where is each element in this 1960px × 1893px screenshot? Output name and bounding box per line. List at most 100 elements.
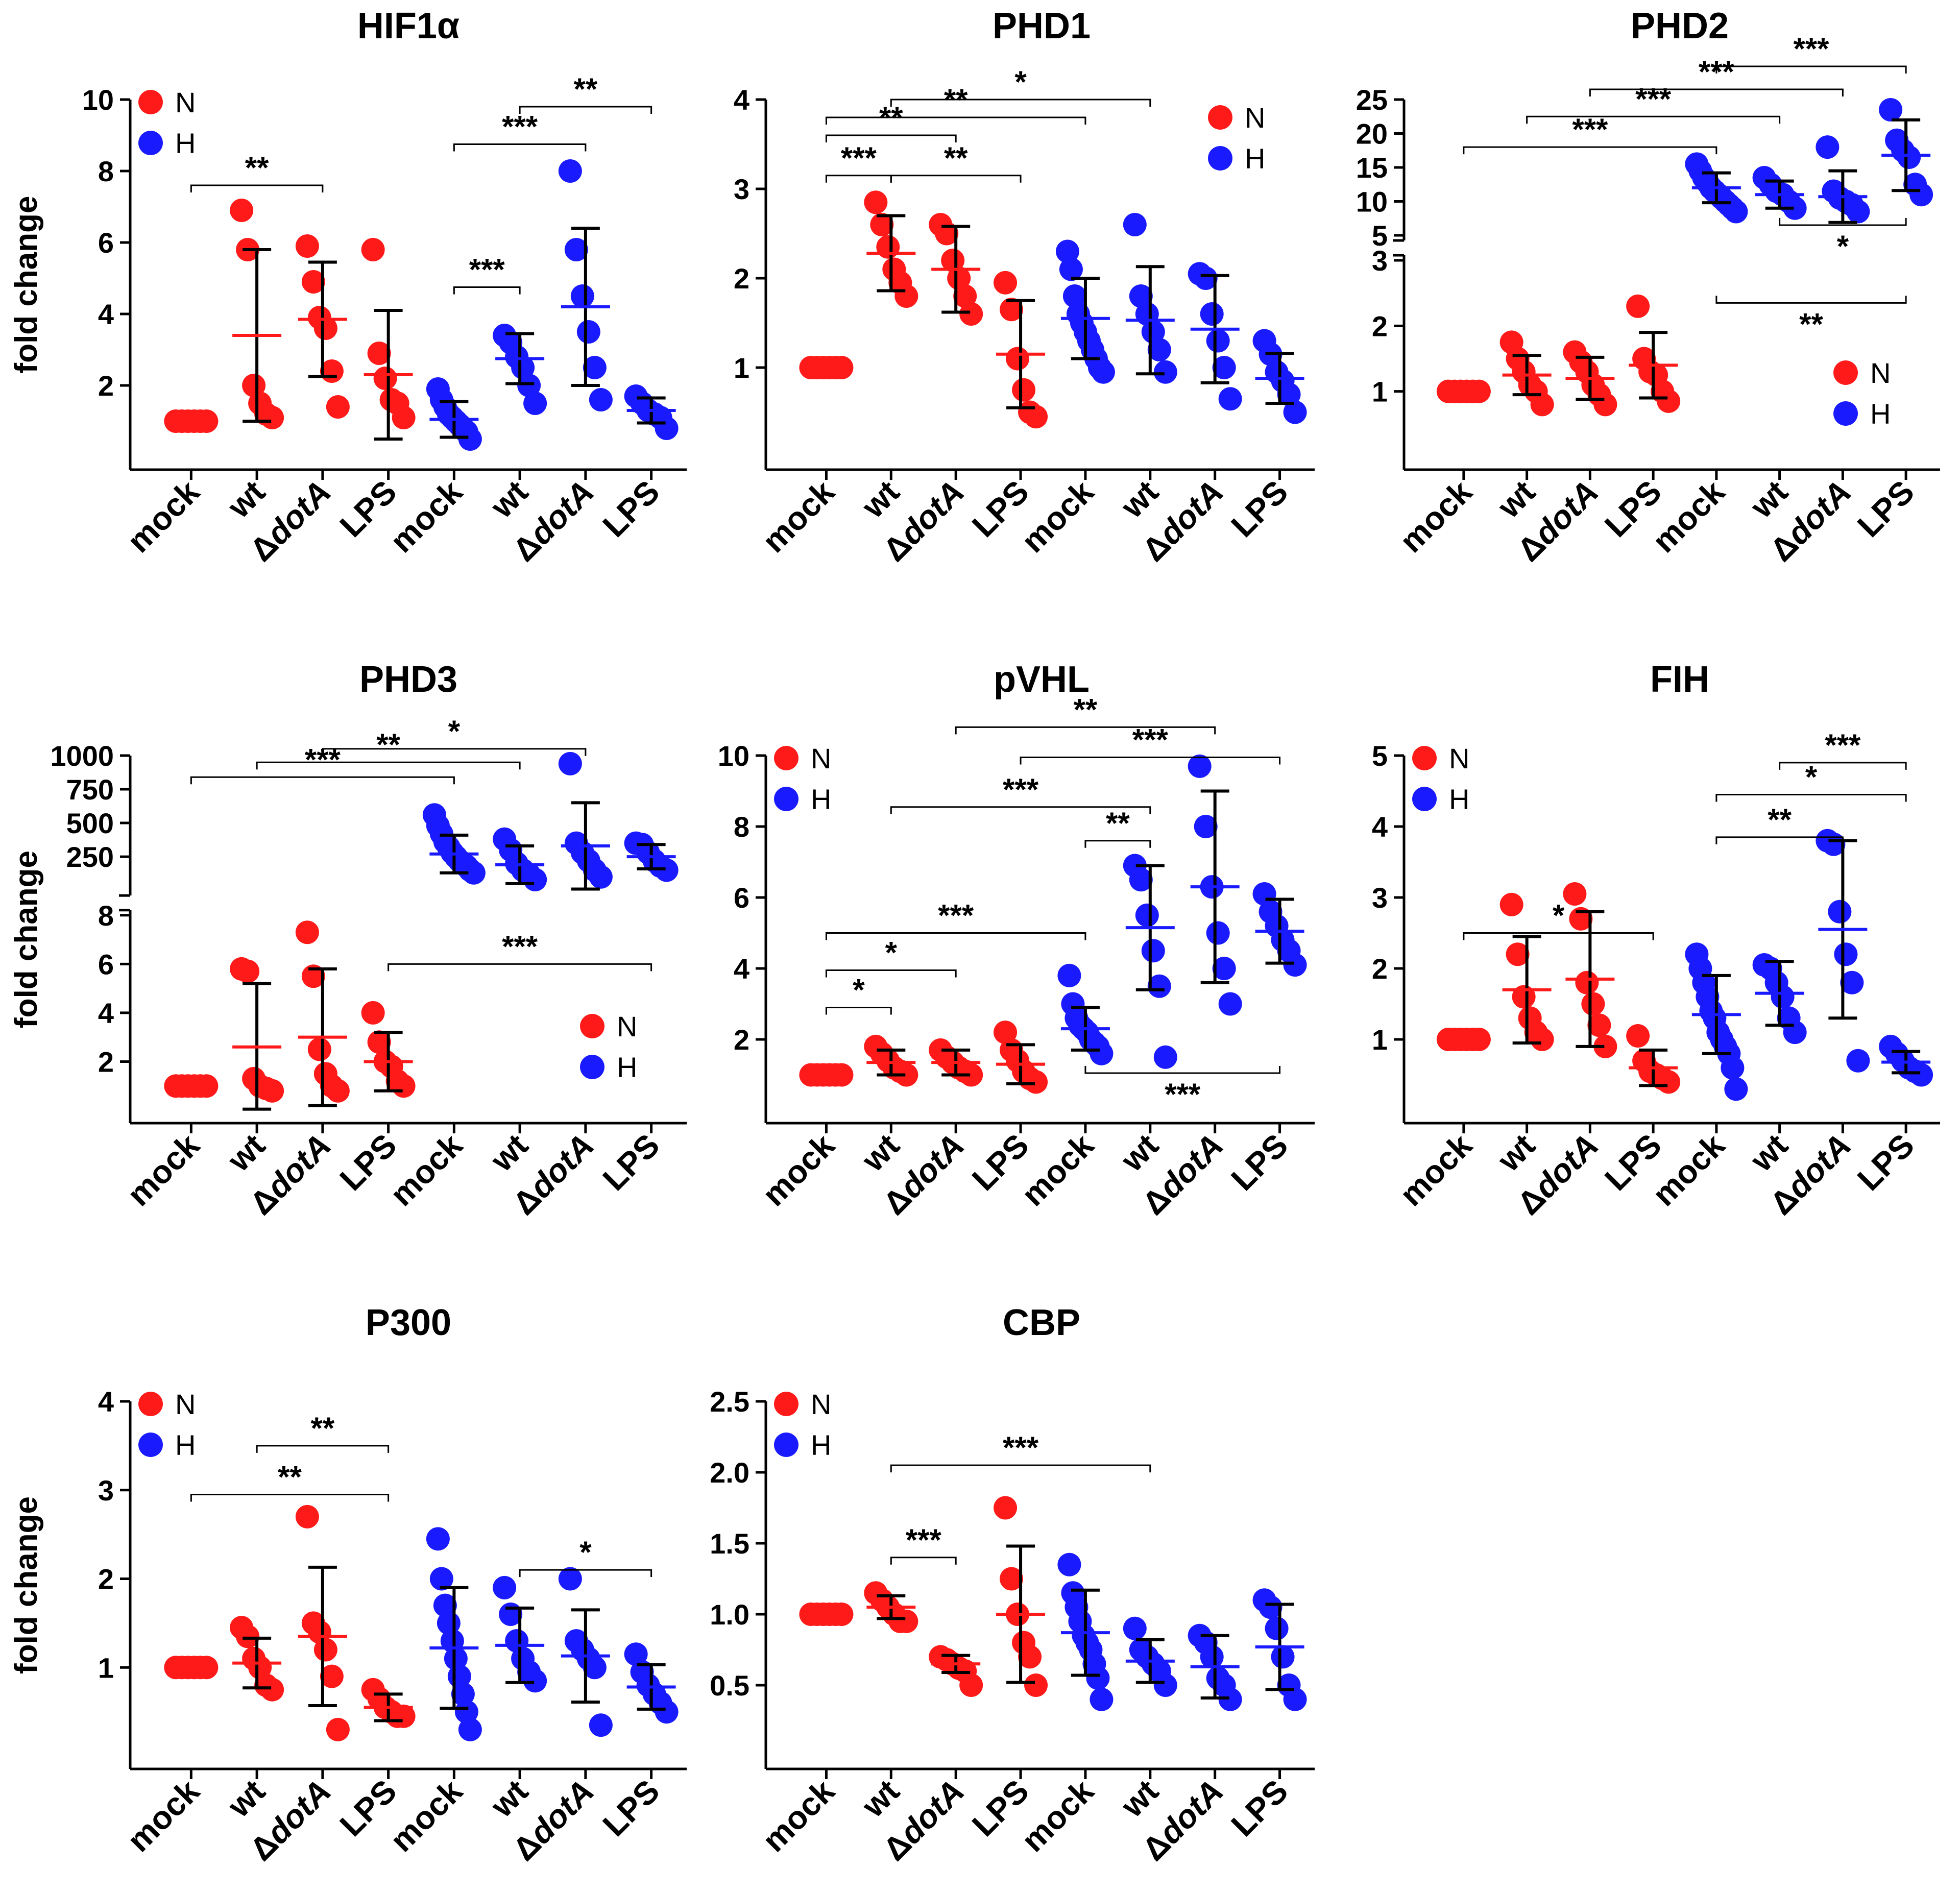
legend-marker-N <box>774 746 798 770</box>
legend-marker-N <box>580 1014 604 1038</box>
data-point <box>458 1717 482 1741</box>
y-tick-label: 2 <box>98 370 114 402</box>
data-point <box>1834 942 1858 966</box>
data-point <box>1822 832 1846 856</box>
data-point <box>426 1527 450 1551</box>
data-point <box>1816 135 1840 159</box>
x-tick-label: wt <box>1490 473 1542 525</box>
legend-marker-H <box>774 1433 798 1457</box>
data-point <box>392 406 416 429</box>
legend-label: N <box>811 1388 831 1420</box>
y-tick-label: 1 <box>734 352 749 384</box>
data-point <box>894 284 918 308</box>
data-point <box>1206 921 1230 945</box>
x-tick-label: wt <box>1114 473 1166 525</box>
y-tick-label: 1.0 <box>710 1598 749 1631</box>
significance-bracket <box>825 134 957 142</box>
data-point <box>1000 298 1024 322</box>
data-point <box>313 317 337 340</box>
data-point <box>1006 347 1030 371</box>
data-point <box>313 1638 337 1662</box>
legend-marker-H <box>774 787 798 811</box>
data-point <box>994 271 1018 295</box>
data-point <box>1024 1673 1048 1697</box>
data-point <box>1828 900 1852 924</box>
legend-label: H <box>811 783 831 815</box>
y-tick-label: 500 <box>66 807 114 839</box>
x-tick-label: wt <box>854 1127 906 1179</box>
y-tick-label: 1 <box>1372 1024 1388 1056</box>
data-point <box>1090 1687 1114 1711</box>
y-tick-label: 1000 <box>50 740 114 772</box>
data-point <box>1593 393 1617 417</box>
data-point <box>1057 1552 1081 1576</box>
significance-bracket <box>190 1493 390 1502</box>
legend-label: H <box>175 127 196 159</box>
data-point <box>1086 1666 1110 1690</box>
data-point <box>1153 360 1177 384</box>
significance-bracket <box>256 761 521 770</box>
data-point <box>1141 320 1165 344</box>
data-point <box>589 865 613 889</box>
significance-label: ** <box>278 1460 302 1494</box>
data-point <box>295 234 319 258</box>
data-point <box>1626 294 1650 318</box>
legend-marker-H <box>1833 401 1858 426</box>
x-tick-label: LPS <box>596 473 667 544</box>
data-point <box>458 427 482 451</box>
data-point <box>1506 942 1530 966</box>
legend-label: N <box>1870 357 1891 389</box>
y-tick-label: 750 <box>66 773 114 806</box>
y-tick-label: 2.0 <box>710 1457 749 1489</box>
significance-bracket <box>825 116 1086 125</box>
significance-bracket <box>1715 836 1844 844</box>
significance-label: *** <box>841 141 877 175</box>
data-point <box>994 1021 1018 1045</box>
y-tick-label: 6 <box>734 882 749 914</box>
legend-marker-H <box>138 131 163 155</box>
y-tick-label: 2 <box>1372 310 1388 342</box>
y-axis-label: fold change <box>9 851 44 1028</box>
y-tick-label: 2 <box>734 262 749 295</box>
data-point <box>1879 98 1903 122</box>
data-point <box>959 1063 983 1087</box>
data-point <box>894 1063 918 1087</box>
significance-label: ** <box>1799 307 1823 341</box>
data-point <box>1000 1567 1024 1591</box>
significance-bracket <box>1779 762 1907 770</box>
x-tick-label: wt <box>854 1773 906 1825</box>
data-point <box>444 1646 468 1670</box>
x-tick-label: wt <box>220 1127 272 1179</box>
data-point <box>493 1575 517 1599</box>
x-tick-label: mock <box>1014 1127 1101 1213</box>
data-point <box>1090 1041 1114 1065</box>
data-point <box>260 1079 284 1103</box>
panel-title: PHD1 <box>993 6 1091 46</box>
data-point <box>295 1504 319 1528</box>
panel-title: P300 <box>366 1302 451 1343</box>
x-tick-label: mock <box>1393 473 1479 560</box>
data-point <box>655 1700 679 1724</box>
x-tick-label: mock <box>1014 473 1101 560</box>
significance-label: ** <box>574 72 598 106</box>
legend-marker-H <box>138 1433 163 1457</box>
significance-label: ** <box>245 151 269 185</box>
significance-bracket <box>1779 218 1907 226</box>
data-point <box>320 1664 344 1688</box>
data-point <box>1587 1013 1611 1037</box>
significance-bracket <box>190 184 324 192</box>
data-point <box>326 1079 350 1103</box>
y-tick-label: 6 <box>98 227 114 259</box>
significance-label: * <box>448 714 461 748</box>
data-point <box>1846 1049 1870 1073</box>
data-point <box>558 159 582 183</box>
significance-bracket <box>1526 115 1781 124</box>
panel-title: CBP <box>1003 1302 1080 1343</box>
data-point <box>1153 1045 1177 1069</box>
significance-bracket <box>1715 296 1907 304</box>
significance-bracket <box>890 99 1151 107</box>
y-tick-label: 2 <box>734 1024 749 1056</box>
